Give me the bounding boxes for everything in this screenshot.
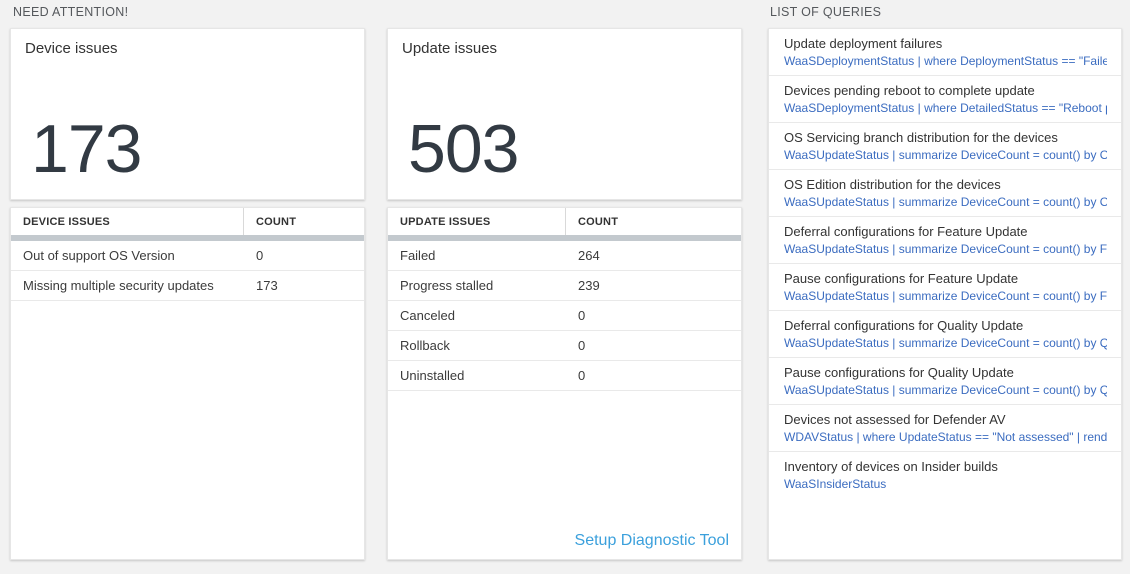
column-header-count: COUNT [578,215,619,228]
issue-label: Uninstalled [400,368,465,383]
table-row[interactable]: Failed 264 [388,241,741,271]
query-list-item[interactable]: Inventory of devices on Insider builds W… [769,452,1121,499]
issue-label: Failed [400,248,436,263]
table-scrollbar[interactable] [11,235,364,241]
issue-label: Out of support OS Version [23,248,175,263]
update-issues-table: UPDATE ISSUES COUNT Failed 264 Progress … [387,207,742,560]
table-scrollbar[interactable] [388,235,741,241]
query-list-item[interactable]: Update deployment failures WaaSDeploymen… [769,29,1121,76]
issue-count: 239 [578,278,600,293]
column-header-update-issues: UPDATE ISSUES [388,208,566,235]
issue-label: Canceled [400,308,455,323]
query-title: Pause configurations for Quality Update [784,365,1014,380]
query-list-item[interactable]: OS Servicing branch distribution for the… [769,123,1121,170]
device-issues-title: Device issues [25,40,118,57]
query-text: WaaSUpdateStatus | summarize DeviceCount… [784,289,1107,303]
device-issues-count: 173 [31,111,142,187]
query-title: OS Servicing branch distribution for the… [784,130,1058,145]
query-text: WaaSUpdateStatus | summarize DeviceCount… [784,148,1107,162]
update-issues-title: Update issues [402,40,498,57]
device-issues-tile[interactable]: Device issues 173 [10,28,365,200]
issue-label: Missing multiple security updates [23,278,214,293]
query-text: WaaSDeploymentStatus | where DeploymentS… [784,54,1107,68]
query-list-item[interactable]: Pause configurations for Quality Update … [769,358,1121,405]
list-of-queries-panel: Update deployment failures WaaSDeploymen… [768,28,1122,560]
issue-label: Progress stalled [400,278,494,293]
query-text: WaaSUpdateStatus | summarize DeviceCount… [784,242,1107,256]
update-issues-tile[interactable]: Update issues 503 [387,28,742,200]
column-header-count: COUNT [256,215,297,228]
device-issues-table: DEVICE ISSUES COUNT Out of support OS Ve… [10,207,365,560]
query-list-item[interactable]: Deferral configurations for Quality Upda… [769,311,1121,358]
table-row[interactable]: Out of support OS Version 0 [11,241,364,271]
issue-count: 0 [578,308,586,323]
query-text: WaaSUpdateStatus | summarize DeviceCount… [784,336,1107,350]
query-list-item[interactable]: Pause configurations for Feature Update … [769,264,1121,311]
query-text: WaaSUpdateStatus | summarize DeviceCount… [784,383,1107,397]
need-attention-header: NEED ATTENTION! [13,5,129,19]
table-row[interactable]: Missing multiple security updates 173 [11,271,364,301]
issue-count: 264 [578,248,600,263]
query-list-item[interactable]: Devices pending reboot to complete updat… [769,76,1121,123]
update-issues-table-header: UPDATE ISSUES COUNT [388,208,741,235]
issue-count: 0 [578,368,586,383]
update-issues-count: 503 [408,111,519,187]
query-title: Devices pending reboot to complete updat… [784,83,1035,98]
table-row[interactable]: Rollback 0 [388,331,741,361]
query-title: Pause configurations for Feature Update [784,271,1019,286]
query-title: Inventory of devices on Insider builds [784,459,998,474]
list-of-queries-header: LIST OF QUERIES [770,5,882,19]
issue-count: 173 [256,278,278,293]
query-title: Devices not assessed for Defender AV [784,412,1006,427]
query-title: Deferral configurations for Quality Upda… [784,318,1024,333]
setup-diagnostic-tool-link[interactable]: Setup Diagnostic Tool [574,532,729,549]
issue-label: Rollback [400,338,450,353]
query-text: WaaSUpdateStatus | summarize DeviceCount… [784,195,1107,209]
query-text: WaaSDeploymentStatus | where DetailedSta… [784,101,1107,115]
query-list-item[interactable]: Devices not assessed for Defender AV WDA… [769,405,1121,452]
query-list-item[interactable]: Deferral configurations for Feature Upda… [769,217,1121,264]
query-title: Deferral configurations for Feature Upda… [784,224,1028,239]
query-text: WDAVStatus | where UpdateStatus == "Not … [784,430,1107,444]
device-issues-table-header: DEVICE ISSUES COUNT [11,208,364,235]
table-row[interactable]: Canceled 0 [388,301,741,331]
column-header-device-issues: DEVICE ISSUES [11,208,244,235]
query-text: WaaSInsiderStatus [784,477,887,491]
table-row[interactable]: Uninstalled 0 [388,361,741,391]
table-row[interactable]: Progress stalled 239 [388,271,741,301]
issue-count: 0 [578,338,586,353]
query-title: Update deployment failures [784,36,943,51]
issue-count: 0 [256,248,264,263]
query-title: OS Edition distribution for the devices [784,177,1001,192]
query-list-item[interactable]: OS Edition distribution for the devices … [769,170,1121,217]
